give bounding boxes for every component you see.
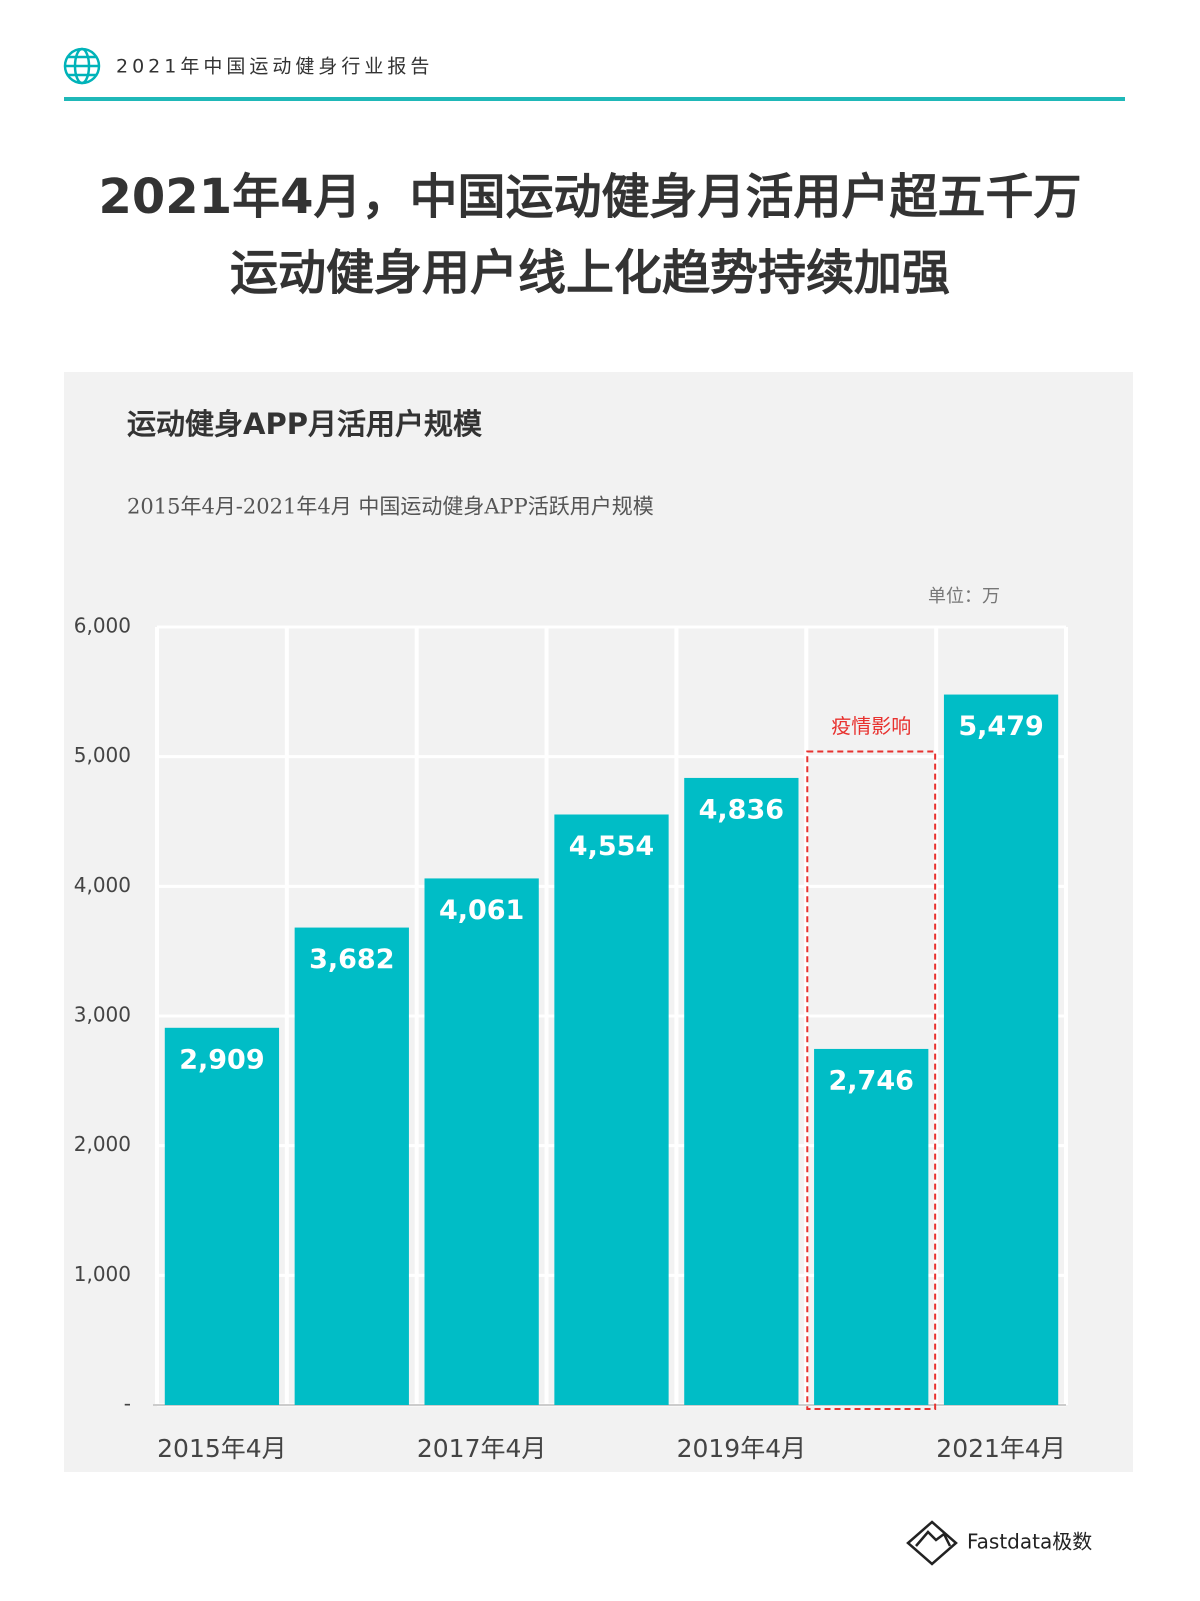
bar <box>943 694 1059 1405</box>
unit-label: 单位：万 <box>928 586 1000 607</box>
bar <box>684 777 799 1405</box>
page-title: 运动健身用户线上化趋势持续加强 <box>230 245 950 301</box>
annotation-box <box>806 750 937 1410</box>
header-rule <box>64 97 1125 101</box>
value-label: 2,909 <box>179 1044 264 1075</box>
value-label: 4,061 <box>439 895 524 926</box>
footer-brand: Fastdata极数 <box>967 1530 1092 1554</box>
value-label: 5,479 <box>958 711 1043 742</box>
value-label: 2,746 <box>829 1065 914 1096</box>
x-tick-label: 2019年4月 <box>677 1434 807 1463</box>
chart-subtitle: 2015年4月-2021年4月 中国运动健身APP活跃用户规模 <box>127 495 654 519</box>
value-label: 4,836 <box>699 794 784 825</box>
chart-title: 运动健身APP月活用户规模 <box>127 407 483 441</box>
page-title: 2021年4月，中国运动健身月活用户超五千万 <box>99 169 1082 225</box>
plot: - 1,000 2,000 3,000 4,000 5,000 6,000 2015年4月 2,… <box>74 614 1068 1463</box>
footer-logo <box>906 1520 958 1566</box>
x-tick-label: 2015年4月 <box>157 1434 287 1463</box>
globe-icon <box>63 47 101 85</box>
bar <box>554 814 669 1405</box>
bar <box>424 878 539 1405</box>
value-label: 3,682 <box>309 944 394 975</box>
y-tick-label: 2,000 <box>74 1132 131 1156</box>
y-tick-label: 4,000 <box>74 873 131 897</box>
bar <box>164 1027 280 1405</box>
bar <box>294 927 409 1405</box>
header-text: 2021年中国运动健身行业报告 <box>116 56 433 78</box>
x-tick-label: 2017年4月 <box>417 1434 547 1463</box>
y-tick-label: - <box>124 1392 131 1416</box>
y-tick-label: 3,000 <box>74 1003 131 1027</box>
value-label: 4,554 <box>569 831 654 862</box>
bar <box>814 1048 929 1405</box>
annotation-text: 疫情影响 <box>831 714 911 738</box>
y-tick-label: 1,000 <box>74 1262 131 1286</box>
x-tick-label: 2021年4月 <box>936 1434 1066 1463</box>
y-tick-label: 5,000 <box>74 743 131 767</box>
y-tick-label: 6,000 <box>74 614 131 638</box>
